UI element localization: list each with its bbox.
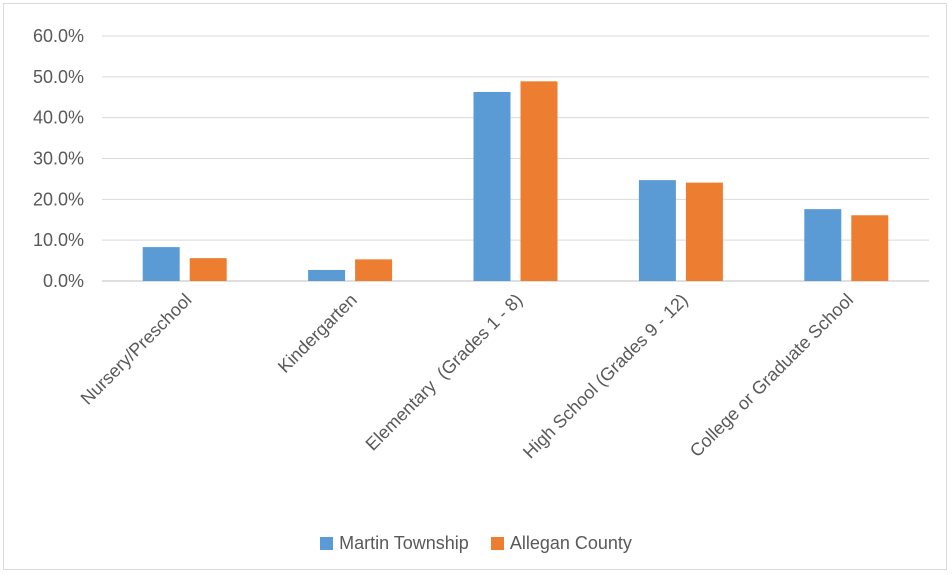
legend: Martin Township Allegan County [0,533,952,554]
bar-allegan-county [355,259,393,281]
x-tick-label: High School (Grades 9 - 12) [519,290,692,463]
bar-martin-township [142,247,180,281]
y-tick-label: 0.0% [43,271,84,291]
legend-label-martin-township: Martin Township [339,533,469,553]
x-tick-label: Kindergarten [274,290,361,377]
x-tick-label: Elementary (Grades 1 - 8) [362,290,527,455]
y-tick-label: 40.0% [33,108,84,128]
legend-label-allegan-county: Allegan County [509,533,632,553]
legend-item-martin-township: Martin Township [320,533,469,554]
y-tick-label: 30.0% [33,149,84,169]
bars [142,81,889,281]
y-axis-ticks: 0.0% 10.0% 20.0% 30.0% 40.0% 50.0% 60.0% [33,26,84,291]
y-tick-label: 10.0% [33,230,84,250]
x-axis-ticks: Nursery/Preschool Kindergarten Elementary … [77,290,857,463]
legend-item-allegan-county: Allegan County [490,533,632,554]
x-tick-label: Nursery/Preschool [77,290,196,409]
x-tick-label: College or Graduate School [686,290,857,461]
legend-swatch-martin-township [320,537,334,550]
bar-allegan-county [685,182,723,281]
legend-swatch-allegan-county [490,537,504,550]
bar-martin-township [473,91,511,281]
bar-allegan-county [851,215,889,281]
gridlines [102,35,929,282]
y-tick-label: 20.0% [33,189,84,209]
bar-martin-township [308,269,346,281]
bar-martin-township [804,209,842,281]
bar-allegan-county [520,81,558,281]
y-tick-label: 60.0% [33,26,84,46]
bar-allegan-county [189,258,227,281]
y-tick-label: 50.0% [33,67,84,87]
bar-martin-township [638,180,676,281]
